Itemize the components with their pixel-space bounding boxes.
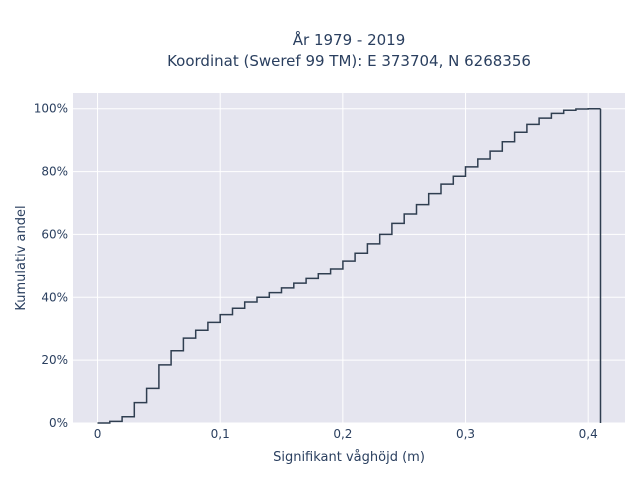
grid-lines [73, 93, 625, 424]
y-tick-label: 40% [41, 290, 68, 304]
y-tick-label: 80% [41, 165, 68, 179]
series-layer [97, 107, 602, 424]
x-axis-ticks: 0 0,1 0,2 0,3 0,4 [94, 427, 598, 441]
ecdf-step-line [97, 107, 602, 424]
chart-title-line-1: År 1979 - 2019 [293, 30, 406, 49]
y-tick-label: 20% [41, 353, 68, 367]
plot-area [73, 93, 625, 423]
y-tick-label: 100% [34, 102, 68, 116]
x-tick-label: 0,3 [456, 427, 475, 441]
x-tick-label: 0,2 [333, 427, 352, 441]
x-tick-label: 0,4 [579, 427, 598, 441]
x-tick-label: 0 [94, 427, 102, 441]
x-tick-label: 0,1 [211, 427, 230, 441]
y-axis-ticks: 0% 20% 40% 60% 80% 100% [34, 102, 68, 430]
chart-title-line-2: Koordinat (Sweref 99 TM): E 373704, N 62… [167, 52, 531, 70]
y-tick-label: 0% [49, 416, 68, 430]
y-tick-label: 60% [41, 227, 68, 241]
y-axis-title: Kumulativ andel [14, 205, 29, 310]
x-axis-title: Signifikant våghöjd (m) [273, 450, 425, 465]
